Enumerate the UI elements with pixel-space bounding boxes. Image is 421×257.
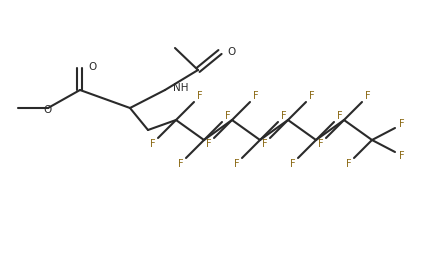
Text: F: F bbox=[290, 159, 295, 169]
Text: O: O bbox=[88, 62, 96, 72]
Text: F: F bbox=[234, 159, 239, 169]
Text: F: F bbox=[317, 139, 323, 149]
Text: F: F bbox=[337, 111, 342, 121]
Text: NH: NH bbox=[173, 83, 189, 93]
Text: F: F bbox=[261, 139, 267, 149]
Text: F: F bbox=[197, 91, 203, 101]
Text: F: F bbox=[346, 159, 351, 169]
Text: O: O bbox=[44, 105, 52, 115]
Text: F: F bbox=[399, 151, 405, 161]
Text: F: F bbox=[225, 111, 230, 121]
Text: O: O bbox=[227, 47, 235, 57]
Text: F: F bbox=[178, 159, 183, 169]
Text: F: F bbox=[149, 139, 155, 149]
Text: F: F bbox=[365, 91, 370, 101]
Text: F: F bbox=[281, 111, 286, 121]
Text: F: F bbox=[253, 91, 258, 101]
Text: F: F bbox=[309, 91, 314, 101]
Text: F: F bbox=[205, 139, 211, 149]
Text: F: F bbox=[399, 119, 405, 129]
